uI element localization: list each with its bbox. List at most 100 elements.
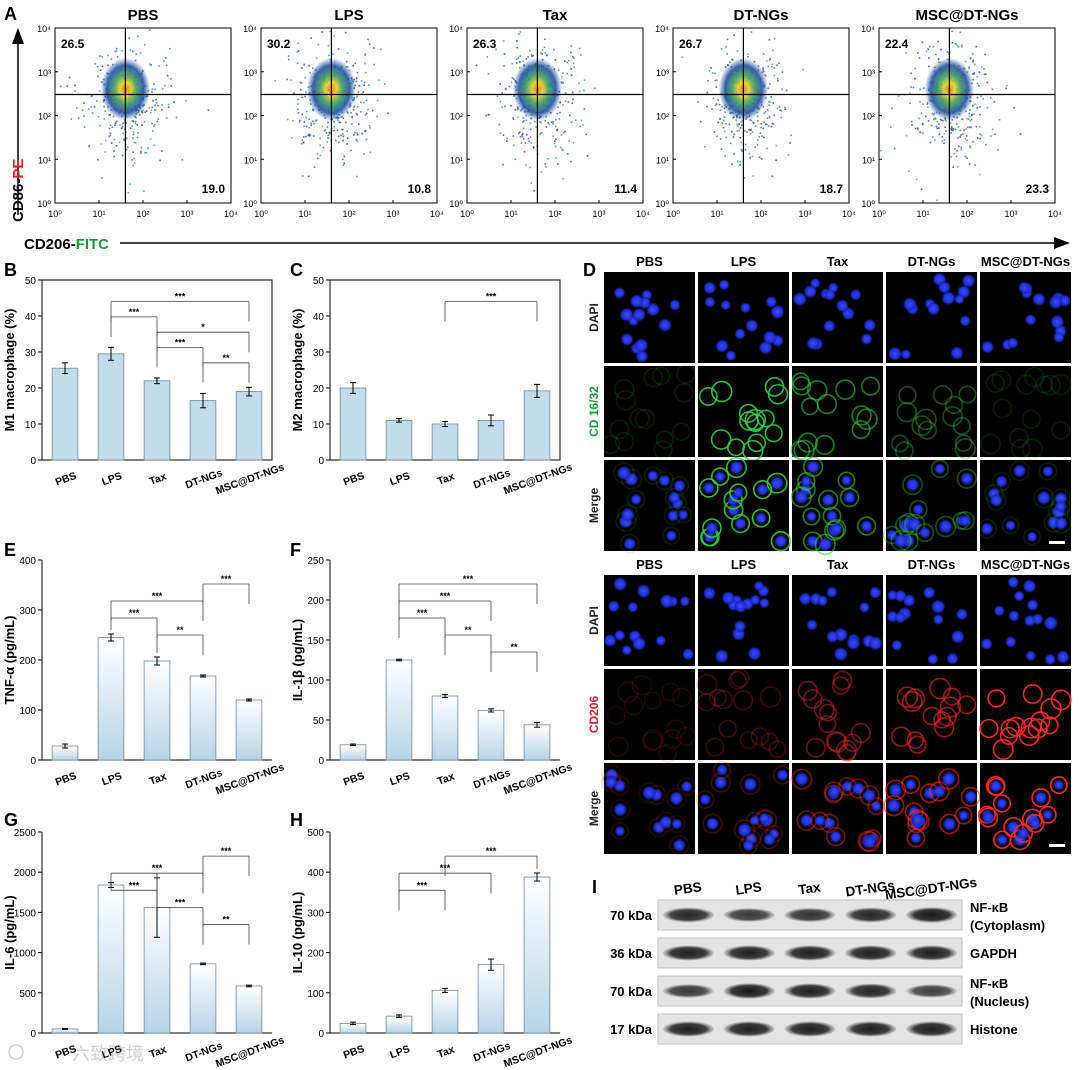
flow-dot — [486, 56, 489, 58]
flow-dot — [777, 79, 779, 82]
merge-membrane — [985, 776, 1006, 796]
blot-column-header: DT-NGs — [845, 878, 896, 900]
panel-letter-b: B — [4, 260, 17, 280]
y-tick-label: 0 — [30, 1029, 36, 1040]
nucleus — [951, 630, 965, 644]
flow-dot — [550, 121, 553, 123]
merge-nucleus — [758, 813, 770, 824]
membrane-stain — [1021, 409, 1041, 429]
flow-dot — [99, 124, 101, 127]
flow-dot — [769, 101, 771, 104]
flow-dot — [175, 116, 178, 119]
flow-quadrant-upper-left: 26.5 — [61, 37, 85, 51]
flow-dot — [925, 50, 928, 53]
flow-dot — [122, 132, 124, 134]
flow-dot — [165, 64, 168, 67]
nucleus — [938, 281, 951, 294]
membrane-stain — [642, 731, 663, 752]
flow-dot — [132, 137, 134, 139]
merge-nucleus — [888, 783, 903, 797]
merge-nucleus — [959, 514, 972, 527]
flow-dot — [979, 113, 981, 116]
flow-dot — [122, 121, 125, 124]
blot-row-label: NF-κB — [970, 900, 1008, 915]
membrane-stain — [747, 433, 767, 453]
flow-dot — [564, 100, 567, 102]
nucleus — [632, 307, 646, 322]
membrane-stain — [992, 738, 1014, 760]
flow-dot — [516, 62, 518, 64]
merge-nucleus — [958, 810, 969, 821]
flow-dot — [136, 124, 138, 126]
flow-dot — [343, 162, 345, 165]
flow-dot — [355, 80, 358, 83]
flow-dot — [562, 131, 565, 134]
nucleus — [941, 291, 956, 306]
nucleus — [620, 333, 634, 346]
flow-dot — [309, 134, 312, 136]
merge-membrane — [910, 811, 930, 831]
merge-membrane — [669, 476, 690, 496]
x-axis-arrowhead — [1054, 237, 1070, 249]
flow-dot — [968, 118, 970, 120]
flow-dot — [573, 57, 575, 59]
y-axis-prefix: CD86- — [10, 179, 27, 222]
y-tick-label: 400 — [19, 556, 36, 567]
flow-dot — [952, 129, 954, 132]
flow-dot — [950, 128, 952, 130]
flow-dot — [751, 155, 754, 158]
flow-dot — [978, 85, 980, 87]
merge-membrane — [1050, 513, 1072, 534]
flow-dot — [530, 182, 532, 184]
nucleus — [826, 586, 838, 598]
membrane-stain — [835, 739, 858, 761]
flow-dot — [556, 112, 559, 115]
merge-membrane — [955, 511, 975, 531]
flow-dot — [108, 114, 110, 116]
flow-dot — [363, 84, 366, 87]
flow-dot — [979, 137, 982, 140]
flow-dot — [554, 140, 556, 142]
flow-dot — [945, 130, 947, 132]
nucleus — [733, 620, 746, 633]
flow-dot — [328, 54, 330, 57]
flow-dot — [759, 132, 762, 134]
merge-membrane — [797, 471, 816, 491]
flow-dot — [522, 138, 525, 140]
flow-dot — [541, 53, 544, 55]
flow-dot — [310, 124, 312, 127]
flow-quadrant-lower-right: 10.8 — [408, 182, 432, 196]
flow-dot — [918, 57, 921, 59]
flow-dot — [504, 105, 506, 108]
flow-dot — [517, 108, 519, 111]
merge-membrane — [667, 814, 686, 833]
flow-dot — [916, 127, 919, 129]
flow-dot — [724, 111, 726, 113]
flow-dot — [562, 149, 564, 152]
flow-dot — [523, 120, 525, 122]
flow-dot — [775, 159, 777, 161]
flow-dot — [771, 65, 773, 68]
micro-tile — [792, 575, 883, 666]
membrane-stain — [696, 673, 718, 695]
merge-membrane — [702, 518, 722, 538]
micro-tile-bg — [980, 366, 1071, 457]
flow-dot — [773, 37, 776, 40]
merge-membrane — [991, 471, 1012, 492]
flow-dot — [941, 140, 944, 142]
membrane-stain — [730, 668, 750, 688]
merge-membrane — [611, 822, 629, 840]
flow-dot — [327, 134, 330, 137]
micro-tile-bg — [604, 272, 695, 363]
flow-dot — [918, 117, 920, 120]
flow-y-tick-label: 10³ — [656, 68, 669, 78]
nucleus — [1025, 650, 1036, 662]
blot-row-label: NF-κB — [970, 976, 1008, 991]
flow-dot — [739, 137, 742, 139]
bar-DT-NGs — [477, 964, 505, 1034]
flow-x-tick-label: 10¹ — [916, 209, 929, 219]
membrane-stain — [957, 695, 977, 715]
flow-dot — [356, 105, 359, 108]
flow-dot — [931, 136, 934, 138]
flow-dot — [762, 67, 764, 69]
